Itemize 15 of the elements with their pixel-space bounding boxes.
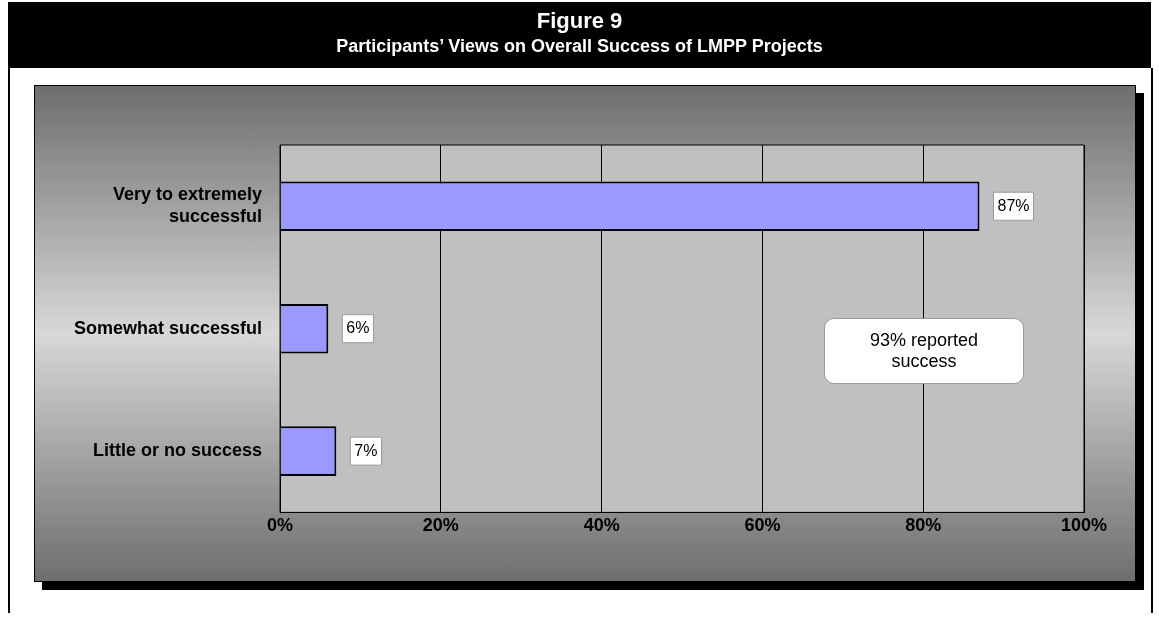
callout-box: 93% reported success xyxy=(824,318,1024,384)
x-tick-label: 100% xyxy=(1060,515,1108,536)
chart-subtitle: Participants’ Views on Overall Success of LMPP Projects xyxy=(335,36,824,57)
x-tick-label: 60% xyxy=(744,515,781,536)
x-tick-label: 20% xyxy=(422,515,459,536)
x-tick-label: 40% xyxy=(583,515,620,536)
data-label: 87% xyxy=(997,196,1030,214)
chart-title: Figure 9 xyxy=(535,8,624,34)
x-tick-label: 80% xyxy=(905,515,942,536)
y-tick-label: Little or no success xyxy=(93,440,263,461)
data-label: 6% xyxy=(346,319,370,337)
y-tick-label: Somewhat successful xyxy=(73,317,263,338)
data-label: 7% xyxy=(354,441,378,459)
y-tick-label: Very to extremely successful xyxy=(112,184,263,226)
x-tick-label: 0% xyxy=(267,515,294,536)
